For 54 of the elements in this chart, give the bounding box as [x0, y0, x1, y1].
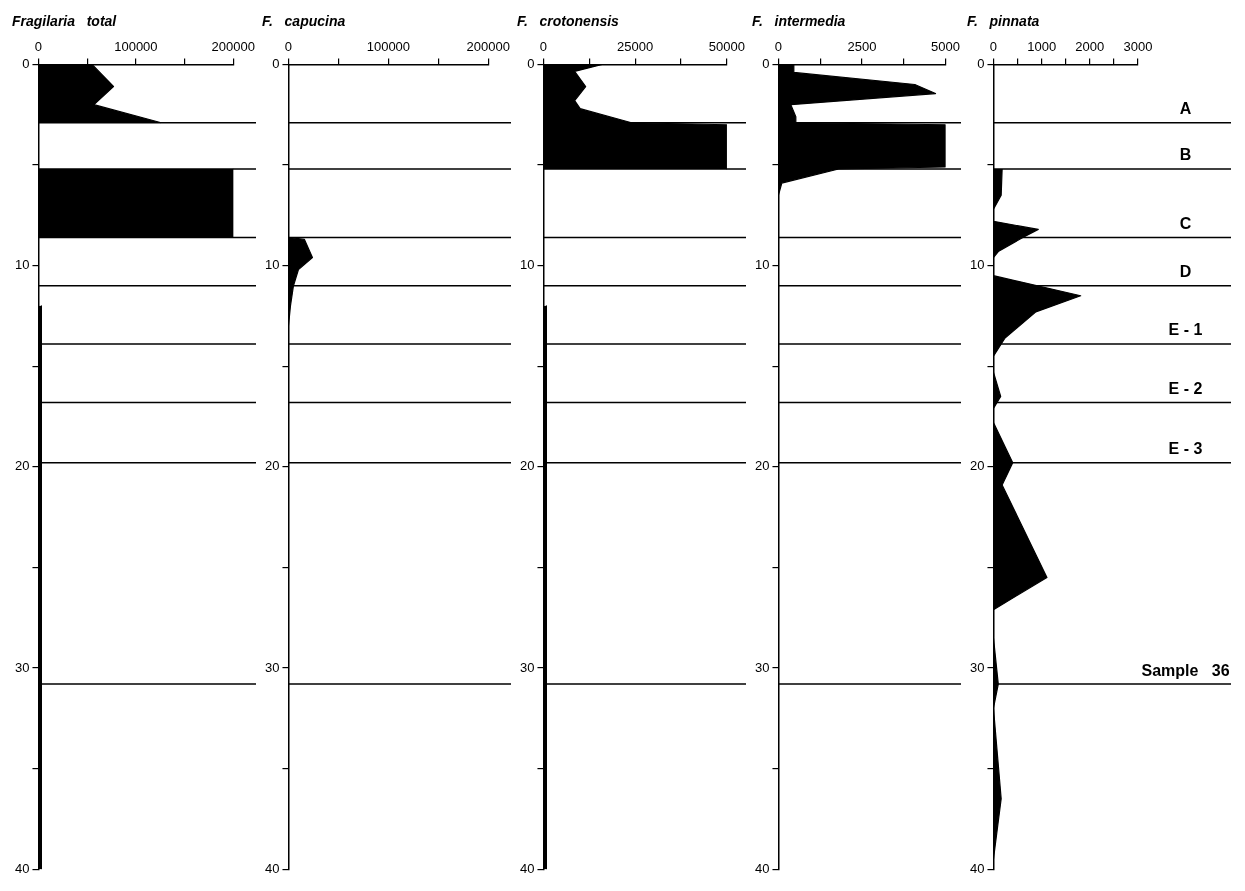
- y-tick-label: 40: [264, 860, 280, 876]
- chart-title: F. crotonensis: [517, 13, 620, 30]
- y-tick-label: 30: [969, 659, 985, 675]
- x-tick-label: 0: [774, 39, 783, 55]
- x-tick-label: 100000: [114, 39, 158, 55]
- y-tick-label: 30: [519, 659, 535, 675]
- x-tick-label: 100000: [366, 39, 411, 55]
- ref-line-label: B: [1179, 146, 1192, 164]
- x-tick-label: 200000: [211, 39, 256, 55]
- y-tick-label: 0: [762, 55, 770, 71]
- y-tick-label: 10: [264, 257, 280, 273]
- x-tick-label: 50000: [708, 39, 745, 55]
- y-tick-label: 40: [754, 860, 770, 876]
- chart-title: F. pinnata: [967, 13, 1040, 30]
- x-tick-label: 5000: [931, 39, 960, 55]
- y-tick-label: 0: [22, 55, 30, 71]
- x-tick-label: 3000: [1123, 39, 1153, 55]
- y-tick-label: 30: [264, 659, 280, 675]
- y-tick-label: 0: [977, 55, 985, 71]
- y-tick-label: 20: [754, 458, 770, 474]
- y-tick-label: 0: [272, 55, 280, 71]
- y-tick-label: 10: [14, 257, 30, 273]
- y-tick-label: 40: [519, 860, 535, 876]
- x-tick-label: 0: [539, 39, 548, 55]
- x-tick-label: 25000: [617, 39, 654, 55]
- y-tick-label: 10: [519, 257, 535, 273]
- y-tick-label: 10: [754, 257, 770, 273]
- ref-line-label: D: [1179, 263, 1192, 281]
- y-tick-label: 20: [264, 458, 280, 474]
- x-tick-label: 0: [34, 39, 43, 55]
- x-tick-label: 1000: [1027, 39, 1057, 55]
- y-tick-label: 0: [527, 55, 535, 71]
- chart-title: F. intermedia: [752, 13, 846, 30]
- y-tick-label: 10: [969, 257, 985, 273]
- y-tick-label: 30: [754, 659, 770, 675]
- y-tick-label: 40: [14, 860, 30, 876]
- ref-line-label: E - 3: [1168, 440, 1203, 458]
- y-tick-label: 20: [519, 458, 535, 474]
- x-tick-label: 0: [284, 39, 293, 55]
- y-tick-label: 20: [14, 458, 30, 474]
- chart-title: Fragilaria total: [12, 13, 118, 30]
- x-tick-label: 0: [989, 39, 998, 55]
- x-tick-label: 200000: [466, 39, 511, 55]
- ref-line-label: Sample 36: [1141, 661, 1230, 679]
- y-tick-label: 40: [969, 860, 985, 876]
- chart-title: F. capucina: [262, 13, 346, 30]
- ref-line-label: E - 1: [1168, 321, 1203, 339]
- ref-line-label: E - 2: [1168, 379, 1203, 397]
- ref-line-label: A: [1179, 100, 1192, 118]
- ref-line-label: C: [1179, 214, 1192, 232]
- y-tick-label: 30: [14, 659, 30, 675]
- x-tick-label: 2000: [1075, 39, 1105, 55]
- x-tick-label: 2500: [847, 39, 877, 55]
- y-tick-label: 20: [969, 458, 985, 474]
